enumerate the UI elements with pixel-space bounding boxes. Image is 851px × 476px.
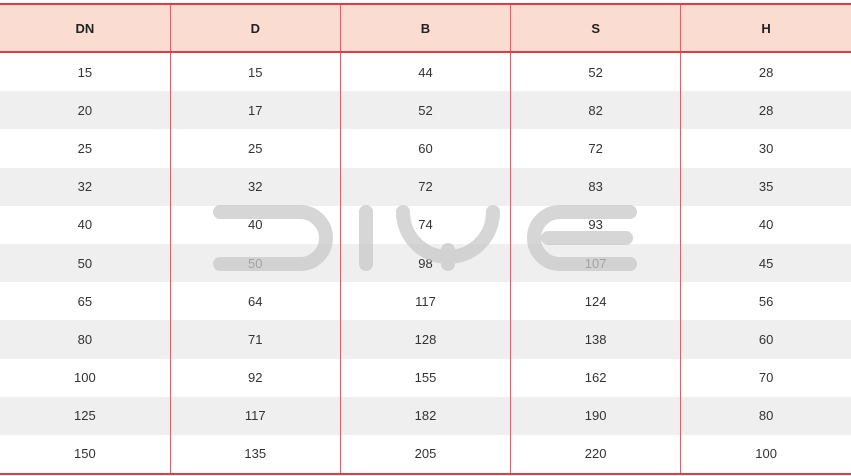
table-row: 125 117 182 190 80 — [0, 396, 851, 435]
cell-b: 74 — [339, 205, 511, 244]
header-row: DN D B S H — [0, 3, 851, 53]
cell-h: 35 — [680, 167, 851, 206]
table-row: 150 135 205 220 100 — [0, 434, 851, 476]
cell-d: 64 — [169, 282, 341, 321]
cell-d: 71 — [169, 320, 341, 359]
column-header-h: H — [680, 3, 851, 53]
cell-h: 30 — [680, 129, 851, 168]
cell-b: 128 — [339, 320, 511, 359]
cell-d: 50 — [169, 243, 341, 283]
cell-d: 40 — [169, 205, 341, 244]
cell-d: 117 — [169, 396, 341, 435]
cell-b: 155 — [339, 358, 511, 397]
cell-dn: 50 — [0, 243, 171, 283]
table-row: 100 92 155 162 70 — [0, 358, 851, 397]
table-row: 65 64 117 124 56 — [0, 282, 851, 321]
cell-d: 32 — [169, 167, 341, 206]
cell-s: 220 — [510, 434, 681, 476]
cell-b: 44 — [339, 52, 511, 92]
column-header-b: B — [339, 3, 511, 53]
cell-h: 45 — [680, 243, 851, 283]
table-row: 32 32 72 83 35 — [0, 167, 851, 206]
cell-h: 40 — [680, 205, 851, 244]
cell-h: 70 — [680, 358, 851, 397]
cell-dn: 40 — [77, 217, 93, 233]
cell-h: 28 — [680, 91, 851, 130]
cell-b: 205 — [339, 434, 511, 476]
cell-b: 52 — [339, 91, 511, 130]
cell-h: 56 — [680, 282, 851, 321]
cell-s: 83 — [510, 167, 681, 206]
cell-dn: 20 — [0, 91, 171, 130]
cell-dn: 25 — [77, 140, 93, 156]
cell-b: 98 — [339, 243, 511, 283]
cell-b: 182 — [339, 396, 511, 435]
cell-h: 100 — [680, 434, 851, 476]
cell-dn: 100 — [73, 370, 96, 386]
dimension-table: DN D B S H 15 15 44 52 28 20 17 52 82 28 25 25 60 72 30 32 3… — [0, 3, 851, 476]
table-row: 80 71 128 138 60 — [0, 320, 851, 359]
cell-s: 52 — [510, 52, 681, 92]
cell-dn: 80 — [0, 320, 171, 359]
table-row: 40 40 74 93 40 — [0, 205, 851, 244]
cell-d: 17 — [169, 91, 341, 130]
cell-h: 80 — [680, 396, 851, 435]
cell-s: 190 — [510, 396, 681, 435]
cell-d: 92 — [169, 358, 341, 397]
cell-s: 72 — [510, 129, 681, 168]
table-row: 15 15 44 52 28 — [0, 52, 851, 92]
column-header-dn: DN — [0, 3, 171, 53]
table-row: 20 17 52 82 28 — [0, 91, 851, 130]
cell-dn: 125 — [0, 396, 171, 435]
cell-dn: 150 — [0, 434, 171, 476]
cell-b: 72 — [339, 167, 511, 206]
cell-d: 15 — [169, 52, 341, 92]
column-header-s: S — [510, 3, 681, 53]
cell-s: 138 — [510, 320, 681, 359]
cell-h: 60 — [680, 320, 851, 359]
cell-d: 25 — [169, 129, 341, 168]
cell-h: 28 — [680, 52, 851, 92]
cell-dn: 15 — [77, 64, 93, 80]
cell-dn: 32 — [0, 167, 171, 206]
cell-dn: 65 — [77, 293, 93, 309]
cell-s: 162 — [510, 358, 681, 397]
cell-s: 124 — [510, 282, 681, 321]
cell-d: 135 — [169, 434, 341, 476]
table-row: 50 50 98 107 45 — [0, 243, 851, 283]
cell-b: 60 — [339, 129, 511, 168]
cell-s: 82 — [510, 91, 681, 130]
cell-s: 93 — [510, 205, 681, 244]
cell-b: 117 — [339, 282, 511, 321]
table-row: 25 25 60 72 30 — [0, 129, 851, 168]
column-header-d: D — [169, 3, 341, 53]
cell-s: 107 — [510, 243, 681, 283]
